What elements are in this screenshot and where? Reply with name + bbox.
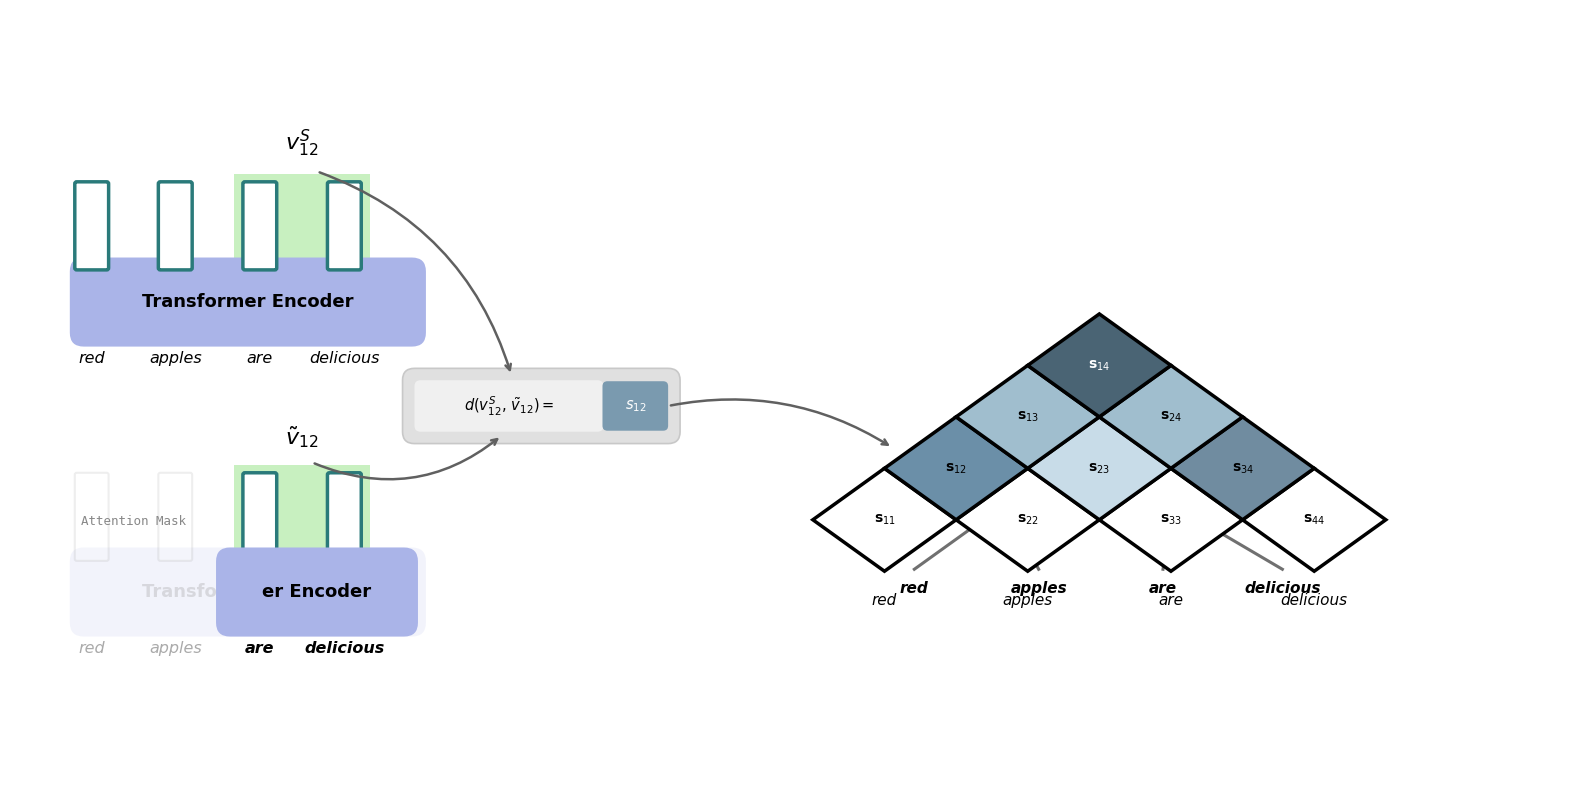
Text: delicious: delicious	[1243, 581, 1321, 596]
FancyBboxPatch shape	[327, 182, 362, 270]
Text: are: are	[247, 351, 272, 366]
FancyBboxPatch shape	[603, 381, 667, 430]
Text: delicious: delicious	[309, 351, 379, 366]
Text: Transformer Encoder: Transformer Encoder	[142, 583, 354, 601]
Text: red: red	[872, 593, 897, 608]
Text: $\mathbf{s}_{34}$: $\mathbf{s}_{34}$	[1231, 461, 1253, 476]
FancyBboxPatch shape	[414, 380, 603, 432]
FancyBboxPatch shape	[76, 473, 109, 561]
FancyBboxPatch shape	[327, 473, 362, 561]
FancyBboxPatch shape	[242, 182, 277, 270]
Text: Transformer Encoder: Transformer Encoder	[142, 293, 354, 311]
FancyBboxPatch shape	[69, 547, 427, 637]
Polygon shape	[812, 468, 955, 571]
FancyBboxPatch shape	[159, 473, 192, 561]
Text: $\mathbf{s}_{14}$: $\mathbf{s}_{14}$	[1088, 358, 1110, 372]
Text: red: red	[79, 641, 105, 656]
Text: $\mathbf{s}_{11}$: $\mathbf{s}_{11}$	[874, 513, 896, 527]
Text: delicious: delicious	[304, 641, 384, 656]
Text: are: are	[246, 641, 274, 656]
Text: are: are	[1149, 581, 1177, 596]
Text: delicious: delicious	[1281, 593, 1347, 608]
Text: $d(v^S_{12},\,\tilde{v}_{12}) =$: $d(v^S_{12},\,\tilde{v}_{12}) =$	[464, 394, 554, 418]
Text: apples: apples	[1003, 593, 1053, 608]
Text: $\mathbf{s}_{13}$: $\mathbf{s}_{13}$	[1017, 409, 1039, 424]
Polygon shape	[1099, 365, 1242, 468]
Text: $\mathbf{s}_{22}$: $\mathbf{s}_{22}$	[1017, 513, 1039, 527]
Bar	[235, 174, 370, 278]
Text: Attention Mask: Attention Mask	[80, 515, 186, 528]
FancyBboxPatch shape	[159, 182, 192, 270]
Text: $\tilde{v}_{12}$: $\tilde{v}_{12}$	[285, 424, 320, 450]
Polygon shape	[1028, 314, 1171, 417]
Bar	[235, 465, 370, 569]
Text: $v^S_{12}$: $v^S_{12}$	[285, 127, 320, 159]
Polygon shape	[1028, 417, 1171, 520]
Text: are: are	[1158, 593, 1184, 608]
Text: $s_{12}$: $s_{12}$	[625, 398, 645, 413]
FancyBboxPatch shape	[216, 547, 419, 637]
FancyBboxPatch shape	[403, 368, 680, 443]
Text: $\mathbf{s}_{33}$: $\mathbf{s}_{33}$	[1160, 513, 1182, 527]
Polygon shape	[885, 417, 1028, 520]
Polygon shape	[1242, 468, 1385, 571]
Polygon shape	[1099, 468, 1242, 571]
Text: $\mathbf{s}_{44}$: $\mathbf{s}_{44}$	[1303, 513, 1325, 527]
Text: $\mathbf{s}_{24}$: $\mathbf{s}_{24}$	[1160, 409, 1182, 424]
Text: er Encoder: er Encoder	[263, 583, 371, 601]
Text: apples: apples	[150, 641, 201, 656]
Text: apples: apples	[150, 351, 201, 366]
FancyBboxPatch shape	[76, 182, 109, 270]
Text: apples: apples	[1011, 581, 1067, 596]
Polygon shape	[1171, 417, 1314, 520]
Text: red: red	[900, 581, 929, 596]
Text: red: red	[79, 351, 105, 366]
FancyBboxPatch shape	[242, 473, 277, 561]
Polygon shape	[955, 468, 1099, 571]
FancyBboxPatch shape	[69, 258, 427, 347]
Polygon shape	[955, 365, 1099, 468]
Text: $\mathbf{s}_{12}$: $\mathbf{s}_{12}$	[946, 461, 966, 476]
Text: $\mathbf{s}_{23}$: $\mathbf{s}_{23}$	[1088, 461, 1110, 476]
